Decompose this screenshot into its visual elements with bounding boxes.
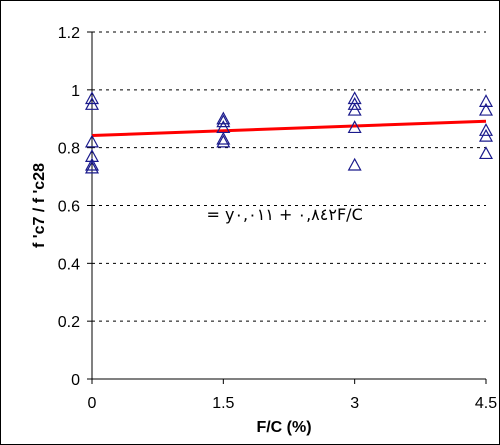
y-tick-label-5: 1 bbox=[71, 83, 80, 100]
data-point-5 bbox=[84, 160, 100, 174]
data-point-0 bbox=[84, 91, 100, 105]
data-point-19 bbox=[478, 128, 494, 142]
gridlines bbox=[92, 31, 486, 322]
tick-labels: 0 0.2 0.4 0.6 0.8 1 1.2 0 1.5 3 4.5 bbox=[58, 25, 497, 412]
data-point-10 bbox=[216, 134, 231, 148]
data-point-7 bbox=[216, 114, 231, 128]
y-tick-label-3: 0.6 bbox=[58, 199, 80, 216]
y-tick-label-6: 1.2 bbox=[58, 25, 80, 42]
data-point-20 bbox=[478, 146, 494, 160]
y-tick-label-1: 0.2 bbox=[58, 314, 80, 331]
y-axis-title: f 'c7 / f 'c28 bbox=[31, 163, 48, 248]
trendline-group bbox=[91, 119, 487, 138]
data-point-2 bbox=[84, 134, 100, 148]
data-point-1 bbox=[84, 97, 100, 110]
data-points bbox=[84, 91, 494, 174]
trendline bbox=[91, 119, 487, 138]
y-tick-label-0: 0 bbox=[71, 372, 80, 389]
y-tick-label-2: 0.4 bbox=[58, 256, 80, 273]
data-point-9 bbox=[216, 131, 231, 145]
data-point-6 bbox=[216, 111, 231, 125]
x-tick-label-3: 4.5 bbox=[475, 395, 497, 412]
data-point-16 bbox=[478, 94, 494, 108]
data-point-12 bbox=[347, 97, 362, 110]
data-point-13 bbox=[347, 102, 362, 116]
x-tick-label-2: 3 bbox=[350, 395, 359, 412]
data-point-15 bbox=[347, 157, 362, 171]
data-point-18 bbox=[478, 123, 494, 136]
trend-equation: = y٠,٨٤٢ + ٠,٠١١F/C bbox=[206, 205, 362, 224]
data-point-4 bbox=[84, 157, 100, 171]
y-tick-label-4: 0.8 bbox=[58, 141, 80, 158]
data-point-17 bbox=[478, 102, 494, 116]
x-tick-label-0: 0 bbox=[88, 395, 97, 412]
x-axis-title: F/C (%) bbox=[256, 419, 311, 436]
axes bbox=[87, 31, 487, 384]
data-point-14 bbox=[347, 120, 362, 134]
x-tick-label-1: 1.5 bbox=[212, 395, 234, 412]
